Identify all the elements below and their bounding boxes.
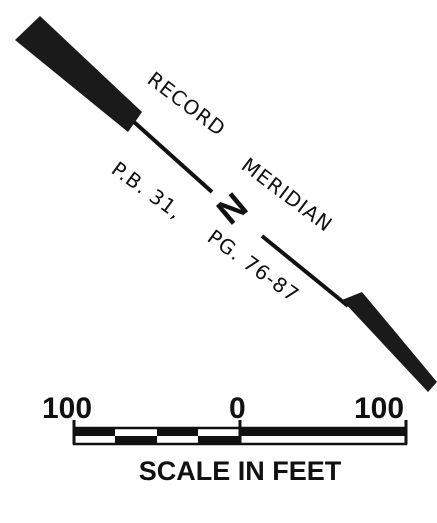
scale-segment bbox=[240, 428, 406, 436]
record-label: RECORD bbox=[143, 67, 231, 141]
scale-tick-right: 100 bbox=[354, 392, 404, 425]
scale-segment bbox=[198, 436, 240, 444]
scale-segment bbox=[157, 428, 198, 436]
meridian-label: MERIDIAN bbox=[237, 153, 337, 237]
north-arrow bbox=[15, 16, 437, 392]
scale-tick-center: 0 bbox=[229, 392, 246, 425]
page-ref: PG. 76-87 bbox=[203, 225, 304, 308]
north-arrow-shaft-lower bbox=[260, 234, 350, 308]
scale-segment bbox=[115, 436, 157, 444]
scale-caption: SCALE IN FEET bbox=[139, 456, 342, 486]
north-arrow-tail bbox=[15, 16, 142, 132]
scale-segment bbox=[74, 428, 115, 436]
north-arrow-shaft-upper bbox=[132, 120, 214, 194]
scale-tick-left: 100 bbox=[42, 392, 92, 425]
plat-book-ref: P.B. 31, bbox=[107, 157, 187, 224]
north-arrow-head bbox=[342, 292, 437, 392]
scale-bar: 100 0 100 SCALE IN FEET bbox=[42, 392, 408, 486]
